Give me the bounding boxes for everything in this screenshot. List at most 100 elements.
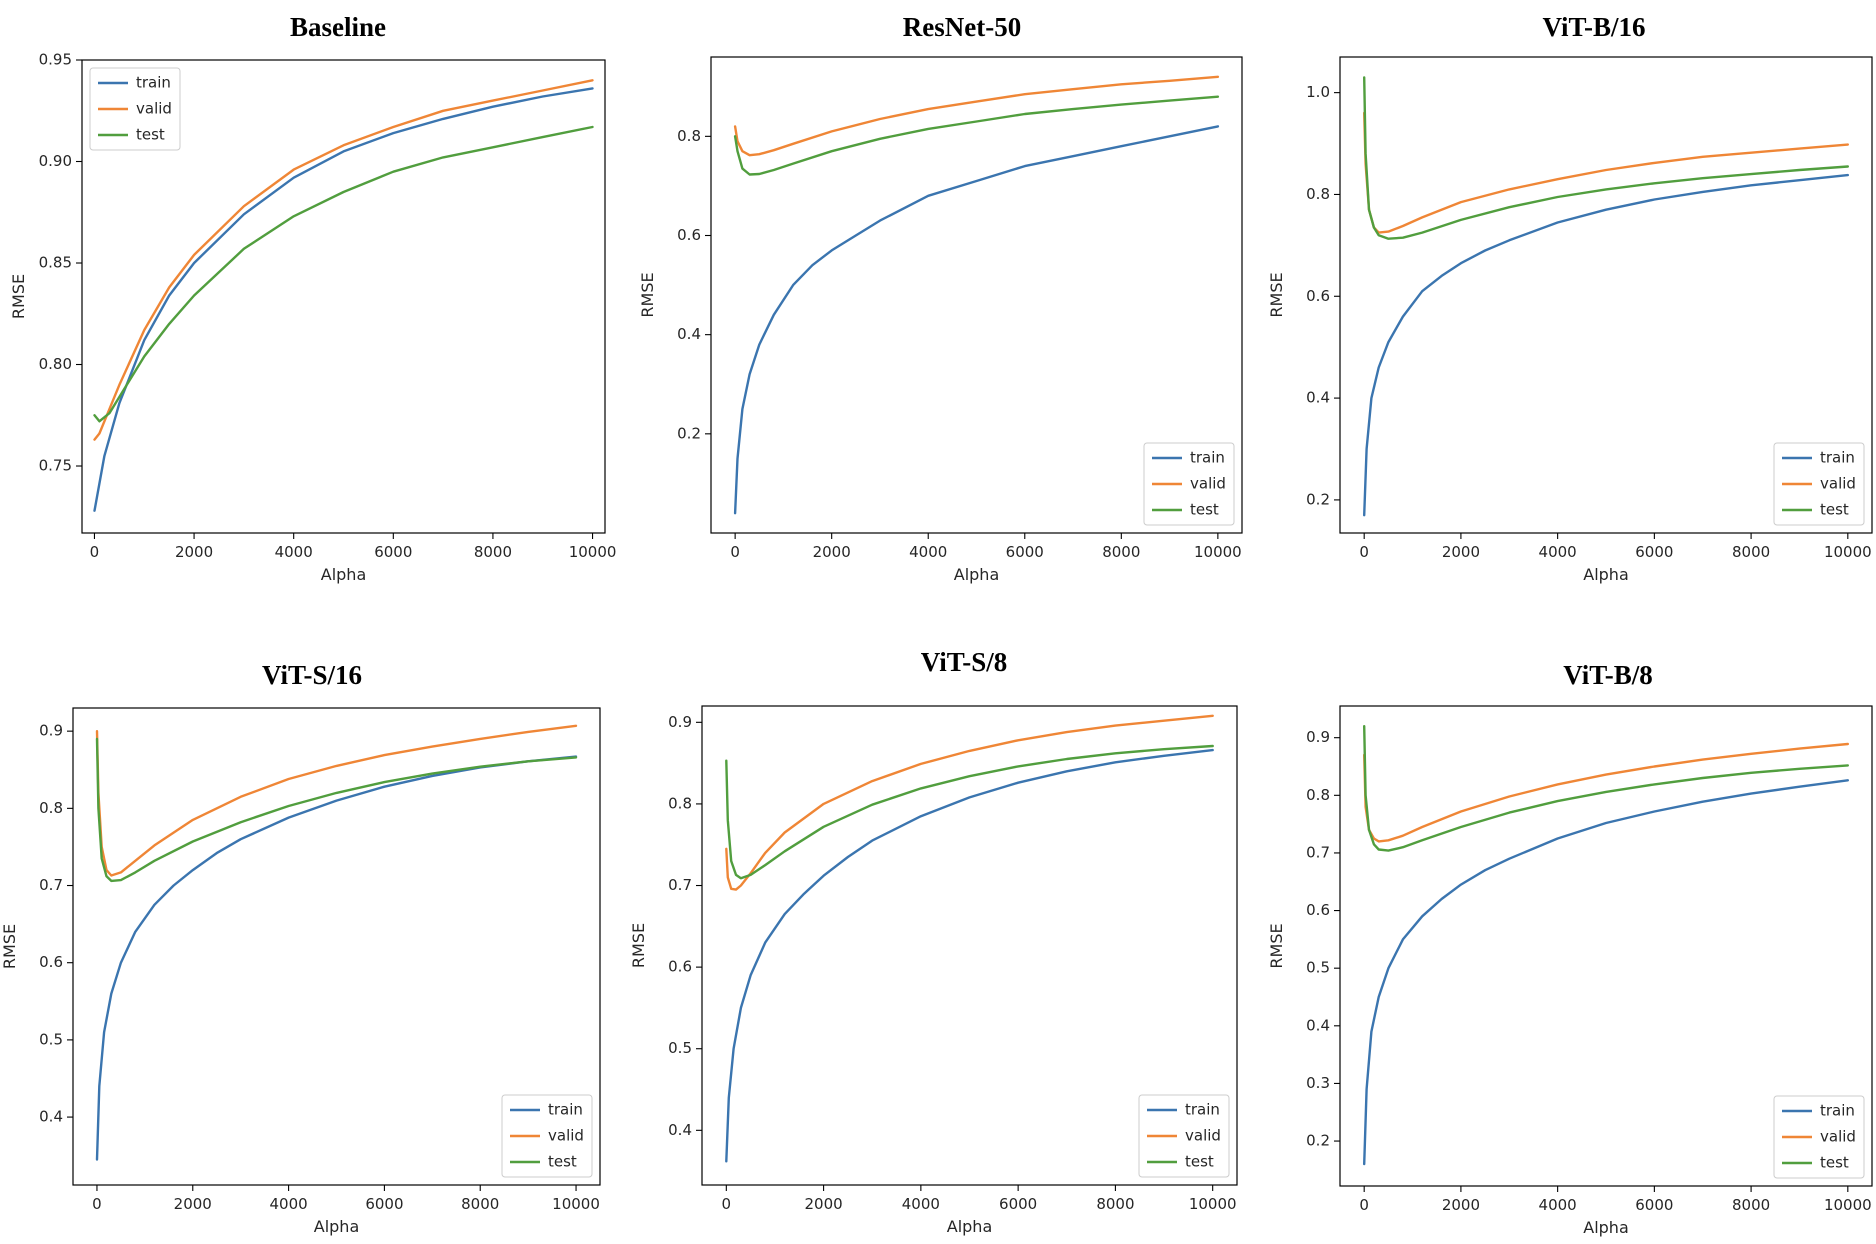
y-tick-label: 0.2 bbox=[677, 424, 701, 442]
y-axis-label: RMSE bbox=[638, 272, 657, 317]
legend-label-valid: valid bbox=[548, 1127, 584, 1145]
x-tick-label: 6000 bbox=[999, 1195, 1037, 1213]
series-line-valid bbox=[725, 714, 1214, 891]
legend-label-train: train bbox=[548, 1101, 583, 1119]
y-axis-label: RMSE bbox=[629, 923, 648, 968]
series-line-test bbox=[93, 125, 594, 423]
legend: train valid test bbox=[1143, 442, 1235, 526]
y-tick-label: 0.5 bbox=[1306, 959, 1330, 977]
x-tick-label: 2000 bbox=[804, 1195, 842, 1213]
x-tick-label: 6000 bbox=[1006, 543, 1044, 561]
y-tick-label: 0.8 bbox=[668, 794, 692, 812]
plot-frame bbox=[1339, 705, 1873, 1187]
x-axis-label: Alpha bbox=[954, 565, 1000, 584]
legend-label-valid: valid bbox=[1820, 1128, 1856, 1146]
series-line-test bbox=[95, 737, 578, 883]
y-tick-label: 1.0 bbox=[1306, 83, 1330, 101]
x-tick-label: 4000 bbox=[909, 543, 947, 561]
y-axis-label: RMSE bbox=[1267, 923, 1286, 968]
y-tick-label: 0.4 bbox=[1306, 1016, 1330, 1034]
legend-label-train: train bbox=[1820, 449, 1855, 467]
x-tick-label: 4000 bbox=[902, 1195, 940, 1213]
x-tick-label: 8000 bbox=[461, 1195, 499, 1213]
legend-label-test: test bbox=[1820, 501, 1849, 519]
x-tick-label: 0 bbox=[1359, 543, 1369, 561]
x-tick-label: 2000 bbox=[813, 543, 851, 561]
legend-label-test: test bbox=[1190, 501, 1219, 519]
x-tick-label: 8000 bbox=[1096, 1195, 1134, 1213]
x-tick-label: 10000 bbox=[569, 543, 617, 561]
y-tick-label: 0.6 bbox=[1306, 901, 1330, 919]
x-tick-label: 2000 bbox=[174, 1195, 212, 1213]
chart-title: ViT-B/16 bbox=[1542, 12, 1645, 42]
plot-frame bbox=[701, 705, 1238, 1186]
x-tick-label: 2000 bbox=[1442, 543, 1480, 561]
y-axis-label: RMSE bbox=[9, 274, 28, 319]
chart-panel-3: ViT-B/16 0 2000 4000 6000 8000 10000 0.2 0.4 0.6 0… bbox=[1267, 12, 1873, 584]
y-tick-label: 0.80 bbox=[39, 355, 72, 373]
y-tick-label: 0.7 bbox=[39, 876, 63, 894]
x-axis-label: Alpha bbox=[947, 1217, 993, 1236]
y-tick-label: 0.9 bbox=[668, 713, 692, 731]
chart-title: ViT-B/8 bbox=[1563, 660, 1653, 690]
legend-box bbox=[1773, 442, 1865, 526]
y-tick-label: 0.8 bbox=[1306, 786, 1330, 804]
y-tick-label: 0.3 bbox=[1306, 1074, 1330, 1092]
x-tick-label: 0 bbox=[1359, 1196, 1369, 1214]
legend-label-valid: valid bbox=[1190, 475, 1226, 493]
y-tick-label: 0.8 bbox=[39, 799, 63, 817]
y-tick-label: 0.5 bbox=[39, 1030, 63, 1048]
chart-title: ViT-S/8 bbox=[921, 647, 1008, 677]
y-tick-label: 0.4 bbox=[39, 1108, 63, 1126]
x-axis-label: Alpha bbox=[1583, 565, 1629, 584]
plot-frame bbox=[72, 707, 601, 1186]
y-tick-label: 0.9 bbox=[1306, 728, 1330, 746]
x-tick-label: 10000 bbox=[552, 1195, 600, 1213]
y-tick-label: 0.5 bbox=[668, 1039, 692, 1057]
x-tick-label: 4000 bbox=[1539, 543, 1577, 561]
x-tick-label: 10000 bbox=[1824, 543, 1872, 561]
x-tick-label: 2000 bbox=[175, 543, 213, 561]
legend-label-test: test bbox=[1820, 1154, 1849, 1172]
legend-label-train: train bbox=[1820, 1102, 1855, 1120]
y-tick-label: 0.90 bbox=[39, 152, 72, 170]
chart-panel-6: ViT-B/8 0 2000 4000 6000 8000 10000 0.2 0.3 0.4 0.… bbox=[1267, 660, 1873, 1237]
legend: train valid test bbox=[1773, 442, 1865, 526]
legend-box bbox=[501, 1094, 593, 1178]
series-line-train bbox=[1363, 173, 1849, 517]
series-line-train bbox=[93, 87, 594, 512]
series-line-test bbox=[1363, 76, 1849, 240]
legend-label-test: test bbox=[136, 126, 165, 144]
x-tick-label: 4000 bbox=[269, 1195, 307, 1213]
legend-label-train: train bbox=[1185, 1101, 1220, 1119]
series-line-valid bbox=[733, 75, 1220, 157]
legend-label-train: train bbox=[1190, 449, 1225, 467]
chart-panel-4: ViT-S/16 0 2000 4000 6000 8000 10000 0.4 0.5 0.6 0… bbox=[0, 660, 601, 1236]
series-line-valid bbox=[95, 724, 578, 877]
y-tick-label: 0.6 bbox=[668, 958, 692, 976]
x-axis-label: Alpha bbox=[1583, 1218, 1629, 1237]
series-line-train bbox=[1363, 779, 1849, 1166]
series-line-test bbox=[725, 744, 1214, 880]
y-axis-label: RMSE bbox=[0, 924, 19, 969]
legend: train valid test bbox=[89, 67, 181, 151]
x-tick-label: 6000 bbox=[1635, 1196, 1673, 1214]
legend-label-valid: valid bbox=[1820, 475, 1856, 493]
y-tick-label: 0.4 bbox=[668, 1121, 692, 1139]
y-tick-label: 0.75 bbox=[39, 457, 72, 475]
x-axis-label: Alpha bbox=[314, 1217, 360, 1236]
legend-box bbox=[1773, 1095, 1865, 1179]
y-tick-label: 0.4 bbox=[1306, 389, 1330, 407]
x-tick-label: 0 bbox=[92, 1195, 102, 1213]
chart-title: ResNet-50 bbox=[903, 12, 1021, 42]
legend: train valid test bbox=[1138, 1094, 1230, 1178]
chart-panel-2: ResNet-50 0 2000 4000 6000 8000 10000 0.2 0.4 0.6… bbox=[638, 12, 1243, 584]
y-tick-label: 0.7 bbox=[1306, 843, 1330, 861]
series-line-valid bbox=[93, 79, 594, 441]
legend-label-test: test bbox=[548, 1153, 577, 1171]
x-tick-label: 4000 bbox=[275, 543, 313, 561]
legend: train valid test bbox=[1773, 1095, 1865, 1179]
chart-panel-5: ViT-S/8 0 2000 4000 6000 8000 10000 0.4 0.5 0.6 0.… bbox=[629, 647, 1238, 1236]
series-line-train bbox=[95, 755, 578, 1161]
